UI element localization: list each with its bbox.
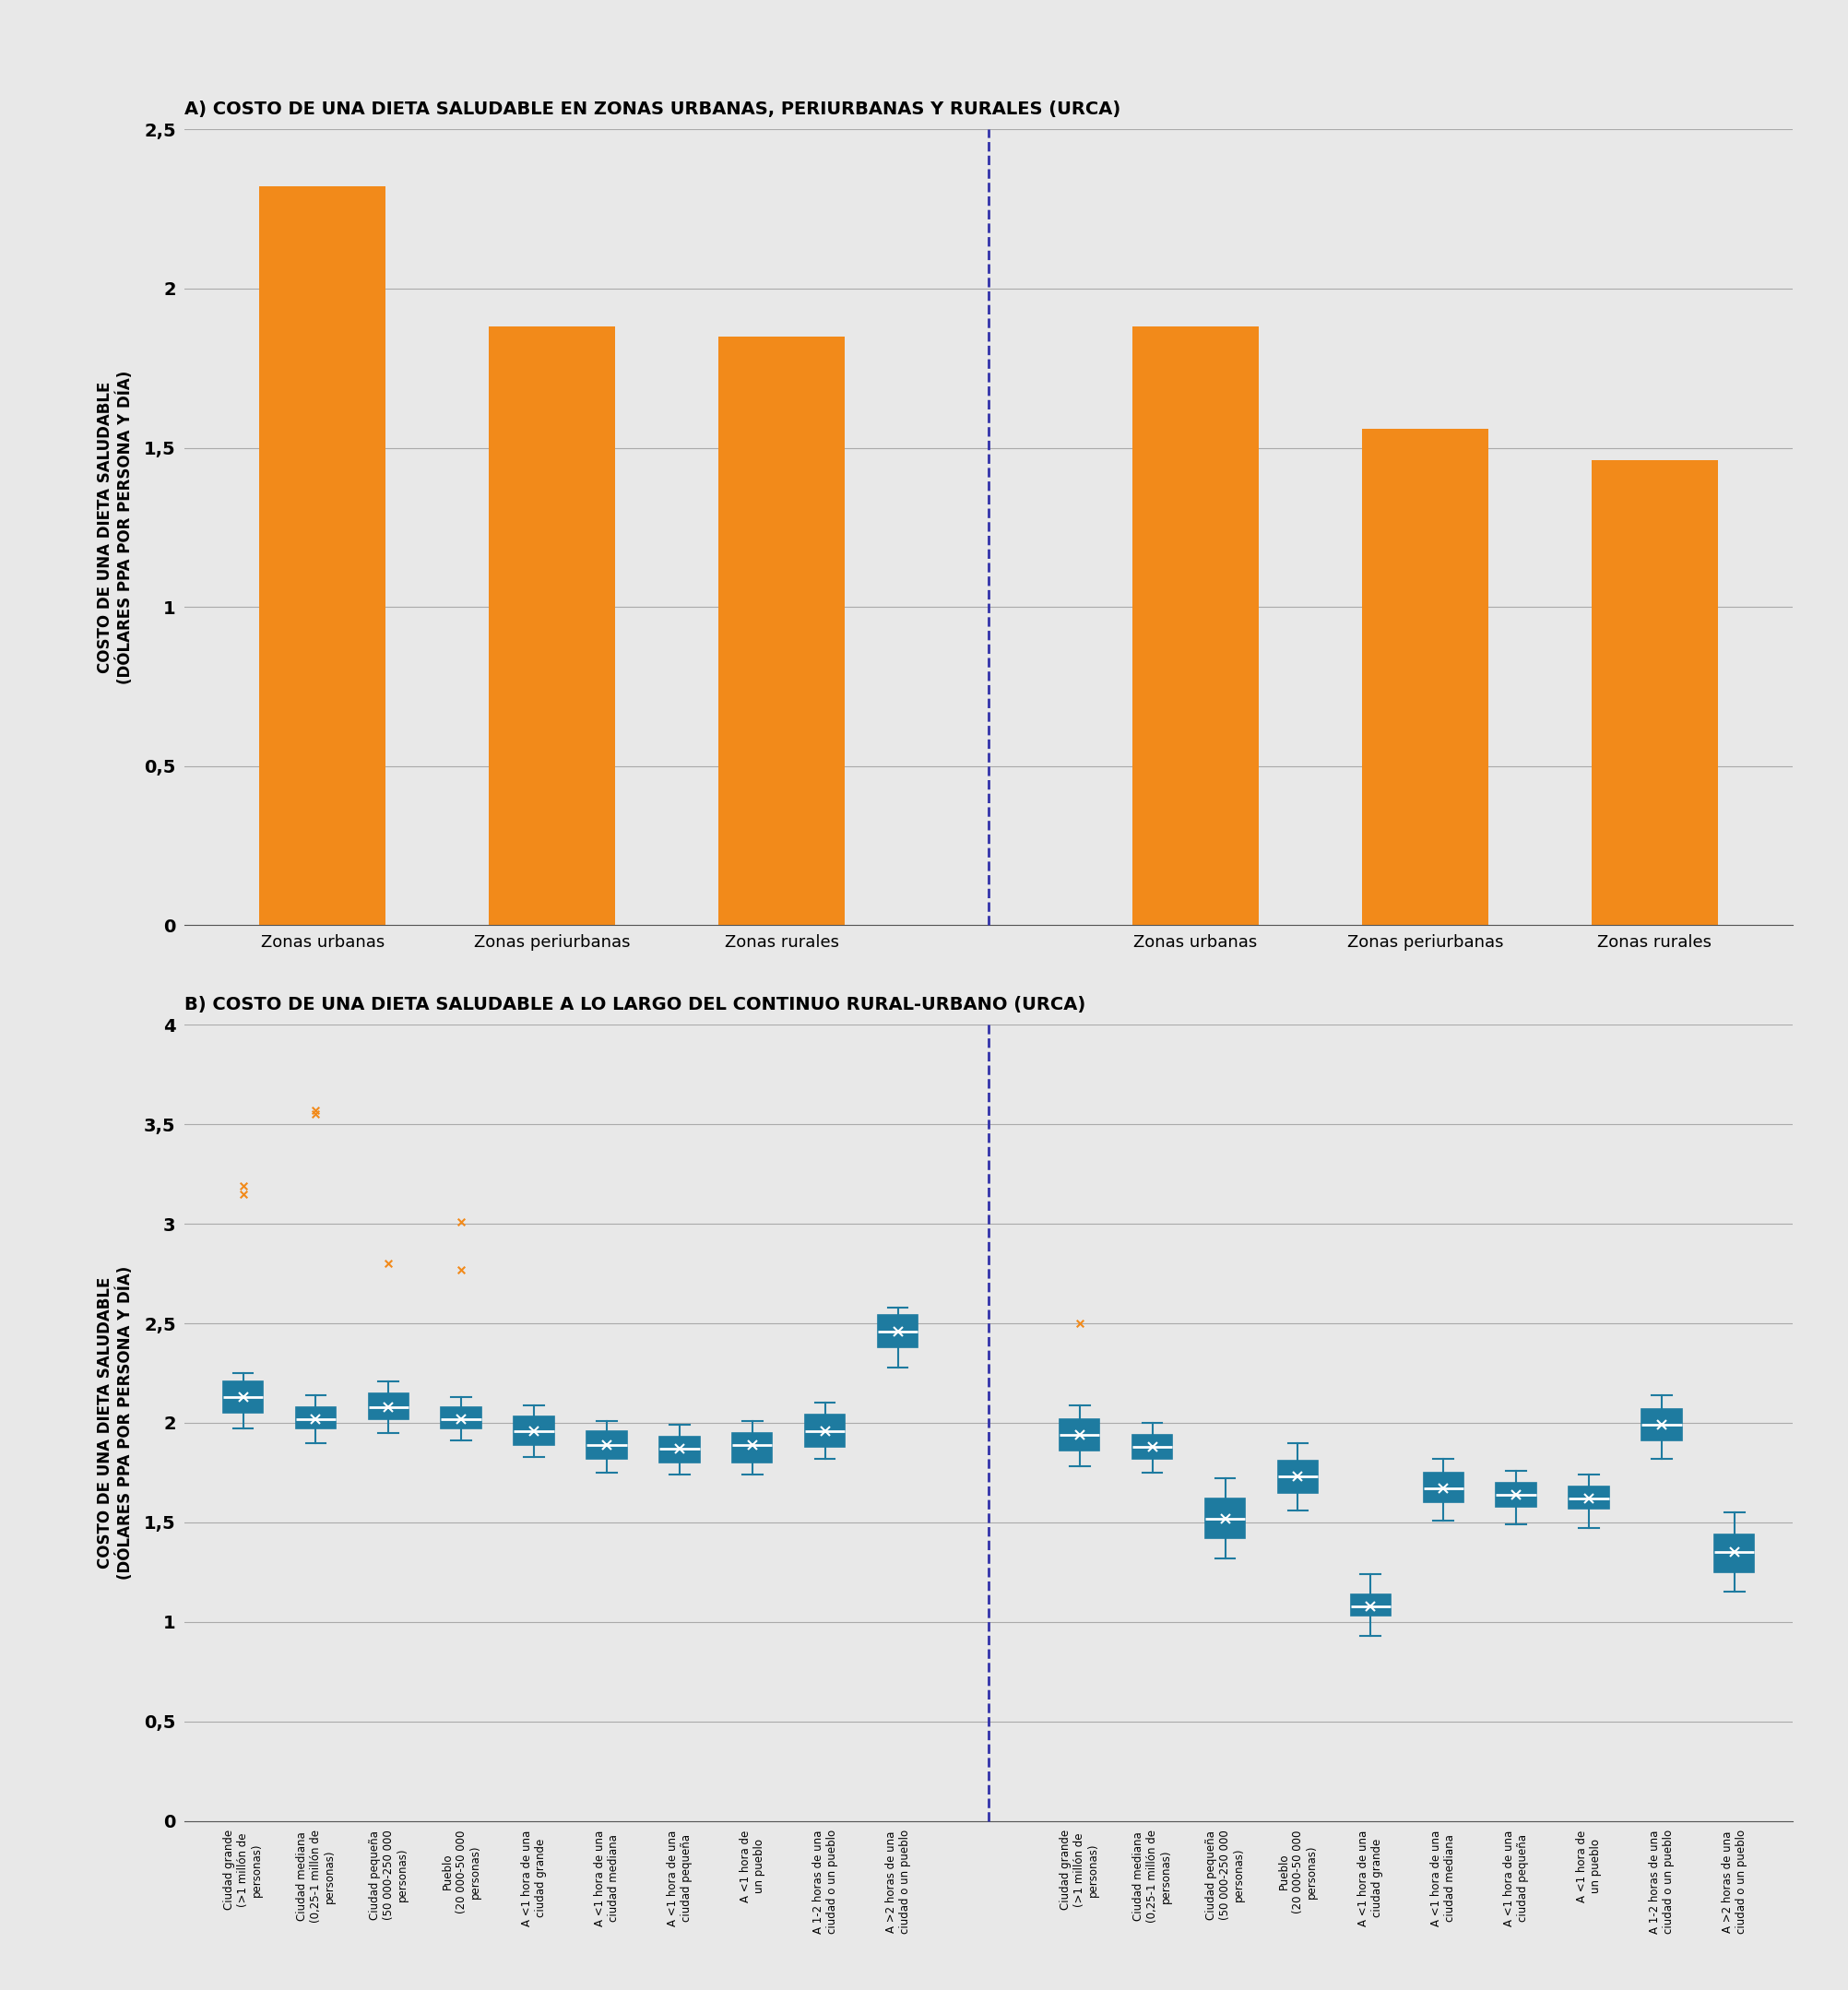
- Point: [227, 1170, 257, 1202]
- Text: PAÍSES CON PRESUPUESTO DE ALIMENTOS ALTO: PAÍSES CON PRESUPUESTO DE ALIMENTOS ALTO: [362, 1085, 743, 1098]
- PathPatch shape: [586, 1431, 626, 1459]
- PathPatch shape: [1277, 1461, 1318, 1492]
- Text: B) COSTO DE UNA DIETA SALUDABLE A LO LARGO DEL CONTINUO RURAL-URBANO (URCA): B) COSTO DE UNA DIETA SALUDABLE A LO LAR…: [185, 995, 1087, 1013]
- Point: [301, 1094, 331, 1126]
- PathPatch shape: [1423, 1473, 1464, 1502]
- Bar: [259, 187, 386, 925]
- Point: [447, 1206, 477, 1238]
- Y-axis label: COSTO DE UNA DIETA SALUDABLE
(DÓLARES PPA POR PERSONA Y DÍA): COSTO DE UNA DIETA SALUDABLE (DÓLARES PP…: [96, 370, 133, 685]
- PathPatch shape: [442, 1407, 480, 1429]
- Point: [373, 1248, 403, 1280]
- PathPatch shape: [660, 1437, 700, 1463]
- PathPatch shape: [514, 1417, 554, 1445]
- Text: PAÍSES CON PRESUPUESTO DE ALIMENTOS BAJO: PAÍSES CON PRESUPUESTO DE ALIMENTOS BAJO: [1234, 1085, 1615, 1100]
- PathPatch shape: [1497, 1483, 1536, 1506]
- PathPatch shape: [732, 1433, 772, 1463]
- Bar: [719, 336, 845, 925]
- PathPatch shape: [1059, 1419, 1100, 1451]
- Y-axis label: COSTO DE UNA DIETA SALUDABLE
(DÓLARES PPA POR PERSONA Y DÍA): COSTO DE UNA DIETA SALUDABLE (DÓLARES PP…: [96, 1266, 133, 1580]
- PathPatch shape: [368, 1393, 408, 1419]
- Point: [1064, 1307, 1094, 1339]
- Text: A) COSTO DE UNA DIETA SALUDABLE EN ZONAS URBANAS, PERIURBANAS Y RURALES (URCA): A) COSTO DE UNA DIETA SALUDABLE EN ZONAS…: [185, 100, 1122, 117]
- PathPatch shape: [296, 1407, 336, 1429]
- Bar: [1133, 326, 1258, 925]
- PathPatch shape: [806, 1415, 845, 1447]
- Bar: [490, 326, 615, 925]
- Bar: [1362, 428, 1488, 925]
- Point: [301, 1098, 331, 1130]
- Point: [227, 1178, 257, 1210]
- Bar: [1591, 460, 1719, 925]
- PathPatch shape: [1133, 1435, 1172, 1459]
- PathPatch shape: [1205, 1498, 1246, 1538]
- PathPatch shape: [1351, 1594, 1390, 1616]
- PathPatch shape: [1569, 1487, 1610, 1508]
- Point: [447, 1254, 477, 1286]
- PathPatch shape: [224, 1381, 262, 1413]
- PathPatch shape: [1641, 1409, 1682, 1441]
- PathPatch shape: [1715, 1534, 1754, 1572]
- PathPatch shape: [878, 1315, 918, 1347]
